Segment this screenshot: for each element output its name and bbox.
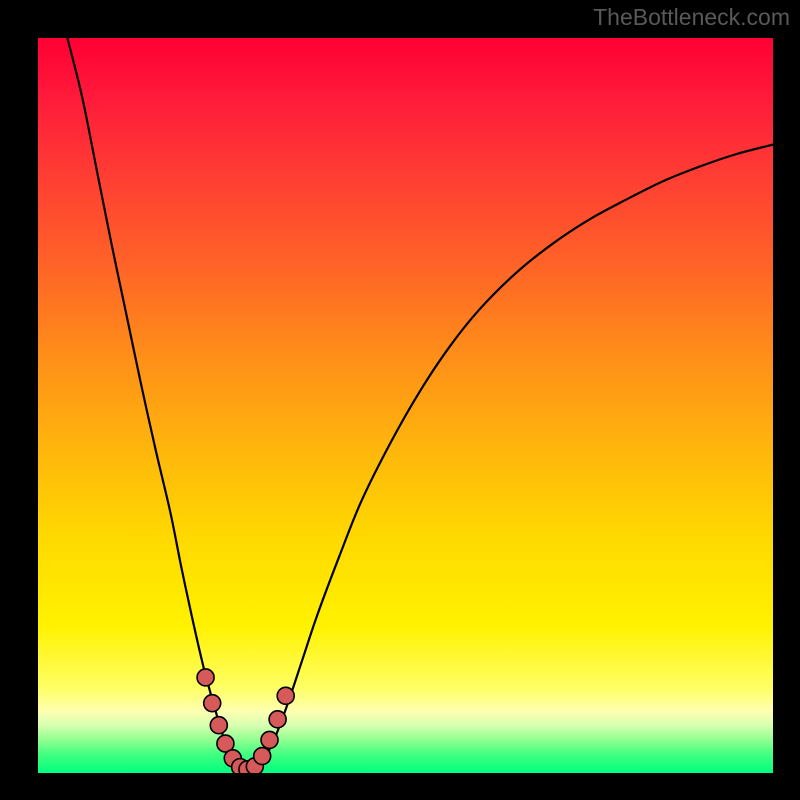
gradient-background xyxy=(38,38,773,773)
curve-marker xyxy=(277,687,294,704)
watermark-text: TheBottleneck.com xyxy=(593,4,790,31)
curve-marker xyxy=(197,669,214,686)
curve-marker xyxy=(261,731,278,748)
curve-marker xyxy=(204,695,221,712)
chart-stage: TheBottleneck.com xyxy=(0,0,800,800)
curve-marker xyxy=(254,748,271,765)
chart-svg xyxy=(0,0,800,800)
curve-marker xyxy=(210,717,227,734)
curve-marker xyxy=(269,711,286,728)
